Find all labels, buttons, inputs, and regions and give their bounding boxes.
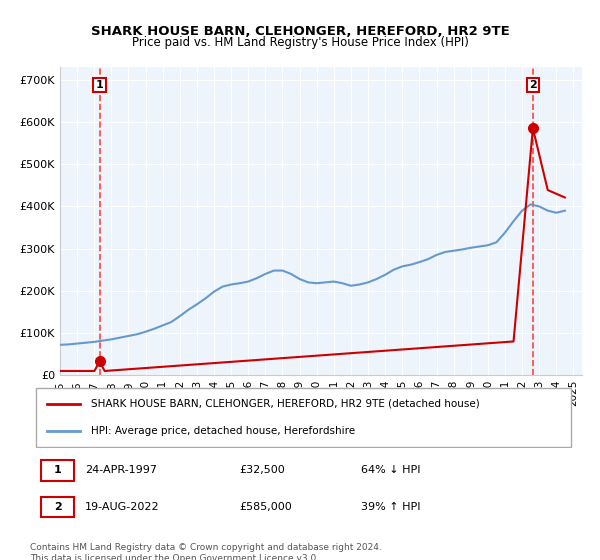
FancyBboxPatch shape: [35, 388, 571, 447]
Text: £585,000: £585,000: [240, 502, 293, 512]
Text: Contains HM Land Registry data © Crown copyright and database right 2024.
This d: Contains HM Land Registry data © Crown c…: [30, 543, 382, 560]
Text: 2: 2: [529, 80, 537, 90]
Text: 2: 2: [54, 502, 61, 512]
FancyBboxPatch shape: [41, 460, 74, 480]
FancyBboxPatch shape: [41, 497, 74, 517]
Text: SHARK HOUSE BARN, CLEHONGER, HEREFORD, HR2 9TE (detached house): SHARK HOUSE BARN, CLEHONGER, HEREFORD, H…: [91, 399, 479, 409]
Text: 1: 1: [95, 80, 103, 90]
Text: £32,500: £32,500: [240, 465, 286, 475]
Text: 64% ↓ HPI: 64% ↓ HPI: [361, 465, 421, 475]
Text: Price paid vs. HM Land Registry's House Price Index (HPI): Price paid vs. HM Land Registry's House …: [131, 36, 469, 49]
Text: 39% ↑ HPI: 39% ↑ HPI: [361, 502, 421, 512]
Text: HPI: Average price, detached house, Herefordshire: HPI: Average price, detached house, Here…: [91, 426, 355, 436]
Text: 1: 1: [54, 465, 61, 475]
Text: SHARK HOUSE BARN, CLEHONGER, HEREFORD, HR2 9TE: SHARK HOUSE BARN, CLEHONGER, HEREFORD, H…: [91, 25, 509, 38]
Text: 19-AUG-2022: 19-AUG-2022: [85, 502, 160, 512]
Text: 24-APR-1997: 24-APR-1997: [85, 465, 157, 475]
